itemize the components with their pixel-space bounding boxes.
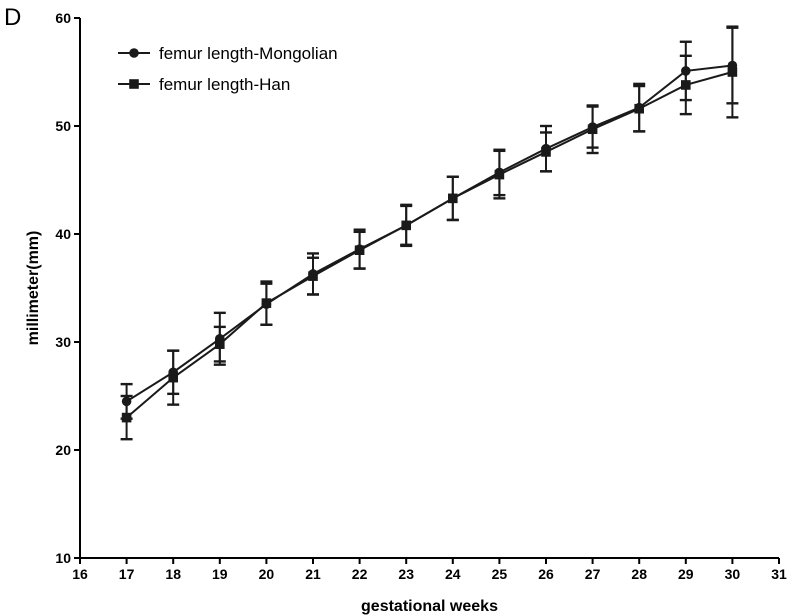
panel-label: D	[4, 4, 22, 31]
legend-circle-marker	[129, 48, 139, 58]
x-tick-label: 20	[259, 566, 275, 582]
data-point	[401, 220, 411, 231]
y-tick-label: 40	[55, 226, 71, 242]
series-line	[125, 71, 733, 419]
x-tick-label: 26	[538, 566, 554, 582]
y-tick-label: 30	[55, 334, 71, 350]
y-tick-label: 10	[55, 550, 71, 566]
legend-square-marker	[129, 79, 139, 89]
series-line	[126, 64, 733, 403]
x-tick-label: 21	[305, 566, 321, 582]
x-tick-label: 28	[631, 566, 647, 582]
x-tick-label: 25	[492, 566, 508, 582]
data-point	[681, 80, 691, 90]
legend-entry: femur length-Han	[118, 75, 290, 94]
legend-label: femur length-Mongolian	[159, 44, 338, 63]
y-tick-label: 60	[55, 10, 71, 26]
data-point	[448, 193, 458, 204]
data-point	[261, 298, 272, 308]
data-point	[541, 147, 551, 157]
data-point	[587, 124, 598, 135]
x-tick-label: 27	[585, 566, 601, 582]
plot-area	[120, 25, 739, 441]
data-point	[634, 103, 644, 114]
data-point	[354, 245, 365, 255]
axes: 16 17 18 19 20 21 22 23 24 25 26 27 28 29 30 31 10 20 30 40…	[55, 10, 787, 582]
x-tick-label: 30	[725, 566, 741, 582]
y-axis-title: millimeter(mm)	[25, 231, 42, 346]
data-point	[121, 412, 132, 423]
legend-entry: femur length-Mongolian	[118, 44, 338, 63]
x-tick-label: 16	[72, 566, 88, 582]
y-tick-label: 20	[55, 442, 71, 458]
x-tick-label: 31	[771, 566, 787, 582]
x-axis-title: gestational weeks	[361, 598, 498, 615]
x-tick-label: 22	[352, 566, 368, 582]
legend: femur length-Mongolian femur length-Han	[118, 44, 338, 94]
x-tick-label: 29	[678, 566, 694, 582]
data-point	[215, 339, 225, 349]
data-point	[168, 372, 178, 383]
series-2	[120, 25, 739, 441]
data-point	[727, 67, 738, 77]
x-tick-label: 17	[119, 566, 135, 582]
x-tick-label: 23	[398, 566, 414, 582]
data-point	[494, 169, 505, 180]
data-point	[308, 271, 318, 281]
legend-label: femur length-Han	[159, 75, 290, 94]
y-tick-label: 50	[55, 118, 71, 134]
x-tick-label: 19	[212, 566, 228, 582]
x-tick-label: 24	[445, 566, 461, 582]
x-tick-label: 18	[165, 566, 181, 582]
